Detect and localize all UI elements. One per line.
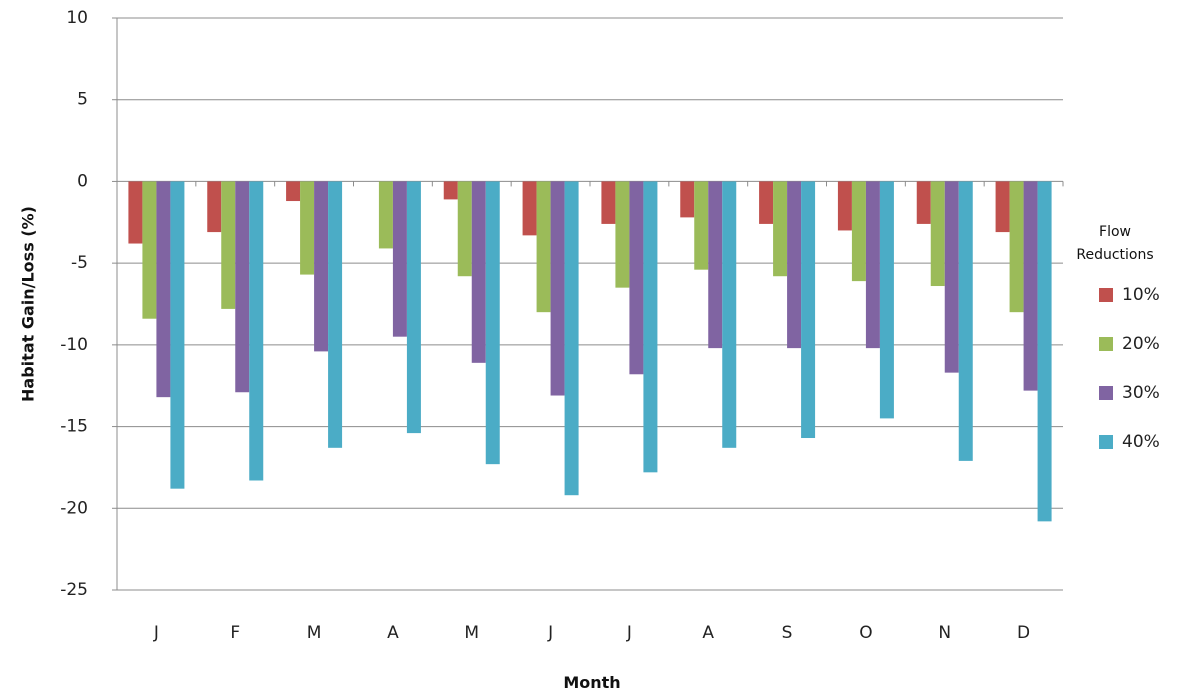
- legend-swatch: [1099, 337, 1113, 351]
- bar-40pct-3: [406, 181, 421, 434]
- bar-40pct-7: [722, 181, 737, 448]
- legend-label: 40%: [1122, 432, 1160, 452]
- y-tick-label: -15: [60, 417, 88, 437]
- bar-20pct-7: [694, 181, 709, 270]
- y-tick-label: 10: [66, 8, 88, 28]
- bar-40pct-5: [564, 181, 579, 496]
- bar-20pct-11: [1009, 181, 1024, 313]
- bar-40pct-6: [643, 181, 658, 473]
- bar-20pct-5: [536, 181, 551, 313]
- legend-title-line2: Reductions: [1076, 247, 1153, 263]
- bar-20pct-4: [457, 181, 472, 277]
- bar-40pct-1: [249, 181, 264, 481]
- x-tick-label: O: [859, 623, 872, 643]
- bars: [128, 181, 1052, 522]
- bar-10pct-2: [286, 181, 301, 202]
- bar-30pct-5: [550, 181, 565, 396]
- x-tick-label: J: [153, 623, 159, 643]
- bar-10pct-6: [601, 181, 616, 224]
- bar-10pct-8: [759, 181, 774, 224]
- bar-40pct-8: [801, 181, 816, 439]
- bar-20pct-3: [378, 181, 393, 249]
- y-tick-label: 0: [77, 171, 88, 191]
- y-tick-label: -5: [71, 253, 88, 273]
- bar-20pct-0: [142, 181, 157, 319]
- bar-40pct-11: [1037, 181, 1052, 522]
- bar-10pct-4: [443, 181, 458, 200]
- legend: Flow Reductions 10% 20% 30% 40%: [1076, 224, 1159, 452]
- bar-20pct-9: [851, 181, 866, 282]
- x-tick-label: J: [626, 623, 632, 643]
- y-tick-label: 5: [77, 90, 88, 110]
- bar-30pct-10: [944, 181, 959, 373]
- legend-swatch: [1099, 435, 1113, 449]
- bar-30pct-7: [708, 181, 723, 349]
- y-tick-label: -20: [60, 498, 88, 518]
- x-tick-label: S: [782, 623, 793, 643]
- bar-20pct-2: [300, 181, 315, 275]
- legend-label: 20%: [1122, 334, 1160, 354]
- legend-label: 10%: [1122, 285, 1160, 305]
- bar-40pct-10: [958, 181, 973, 461]
- bar-20pct-1: [221, 181, 236, 309]
- bar-30pct-6: [629, 181, 644, 375]
- x-tick-label: F: [230, 623, 240, 643]
- bar-10pct-5: [522, 181, 537, 236]
- bar-10pct-11: [995, 181, 1010, 233]
- bar-30pct-4: [471, 181, 486, 363]
- x-tick-label: N: [938, 623, 951, 643]
- bar-30pct-1: [235, 181, 250, 393]
- legend-swatch: [1099, 288, 1113, 302]
- bar-10pct-10: [916, 181, 931, 224]
- x-tick-label: A: [702, 623, 714, 643]
- y-tick-labels: 10 5 0 -5 -10 -15 -20 -25: [60, 8, 88, 600]
- bar-40pct-9: [879, 181, 894, 419]
- legend-title-line1: Flow: [1099, 224, 1131, 240]
- bar-10pct-1: [207, 181, 222, 233]
- bar-30pct-9: [865, 181, 880, 349]
- y-tick-label: -10: [60, 335, 88, 355]
- bar-30pct-11: [1023, 181, 1038, 391]
- legend-label: 30%: [1122, 383, 1160, 403]
- legend-swatch: [1099, 386, 1113, 400]
- bar-20pct-10: [930, 181, 945, 287]
- bar-10pct-9: [837, 181, 852, 231]
- x-tick-label: J: [547, 623, 553, 643]
- x-tick-label: M: [464, 623, 479, 643]
- bar-40pct-2: [328, 181, 343, 448]
- bar-30pct-3: [392, 181, 407, 337]
- y-axis-title: Habitat Gain/Loss (%): [19, 206, 38, 402]
- bar-10pct-7: [680, 181, 695, 218]
- x-tick-label: D: [1017, 623, 1030, 643]
- bar-30pct-8: [787, 181, 802, 349]
- bar-20pct-6: [615, 181, 630, 288]
- x-axis-title: Month: [563, 673, 620, 692]
- bar-40pct-4: [485, 181, 500, 465]
- bar-10pct-0: [128, 181, 143, 244]
- bar-20pct-8: [773, 181, 788, 277]
- bar-30pct-2: [314, 181, 329, 352]
- x-tick-label: A: [387, 623, 399, 643]
- legend-items: 10% 20% 30% 40%: [1099, 285, 1160, 452]
- bar-30pct-0: [156, 181, 171, 398]
- bar-40pct-0: [170, 181, 185, 489]
- y-tick-label: -25: [60, 580, 88, 600]
- x-tick-label: M: [307, 623, 322, 643]
